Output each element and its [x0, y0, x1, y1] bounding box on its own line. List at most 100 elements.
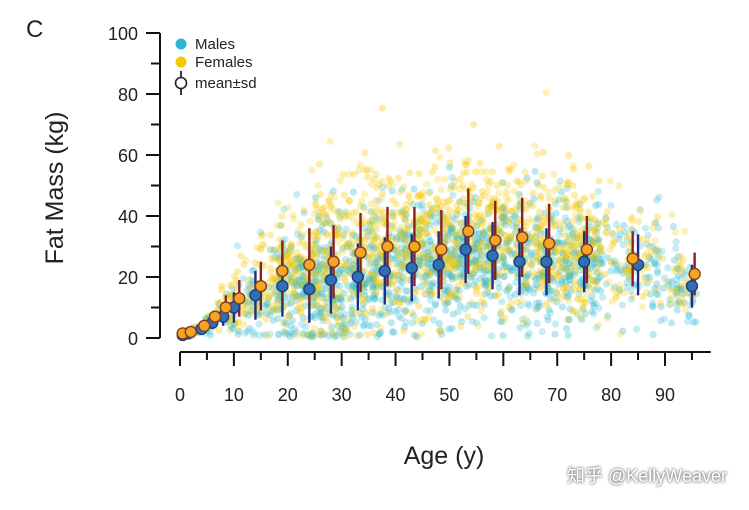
scatter-point-males [275, 331, 283, 339]
scatter-point-females [440, 295, 448, 303]
scatter-point-females [266, 231, 275, 239]
scatter-point-females [654, 250, 662, 258]
scatter-point-females [571, 254, 579, 262]
scatter-point-males [415, 254, 424, 262]
legend-label-0: Males [195, 36, 235, 53]
scatter-point-females [450, 258, 458, 266]
scatter-point-females [404, 225, 412, 234]
scatter-point-females [477, 307, 485, 315]
scatter-point-males [569, 231, 577, 239]
scatter-point-females [268, 254, 276, 262]
scatter-point-females [291, 284, 299, 292]
scatter-point-females [598, 219, 606, 227]
scatter-point-females [536, 244, 545, 252]
scatter-point-females [315, 209, 323, 217]
scatter-point-males [282, 320, 290, 328]
scatter-point-males [480, 231, 488, 239]
scatter-point-males [318, 293, 326, 301]
scatter-point-males [424, 253, 432, 261]
scatter-point-females [533, 150, 541, 158]
scatter-point-females [479, 291, 487, 299]
scatter-point-females [390, 213, 398, 221]
scatter-point-females [512, 244, 520, 252]
scatter-point-females [345, 212, 353, 220]
scatter-point-males [307, 333, 315, 341]
scatter-point-females [371, 234, 379, 242]
scatter-point-females [550, 222, 559, 230]
scatter-point-females [268, 306, 276, 314]
scatter-point-females [676, 262, 684, 270]
scatter-point-females [386, 176, 394, 185]
scatter-point-females [522, 201, 531, 209]
scatter-point-females [569, 261, 577, 269]
scatter-point-females [647, 249, 656, 257]
scatter-point-males [539, 268, 547, 276]
scatter-point-males [534, 214, 542, 222]
scatter-point-males [372, 233, 380, 241]
scatter-point-females [289, 211, 297, 219]
scatter-point-males [291, 290, 299, 298]
scatter-point-males [275, 330, 283, 338]
scatter-point-females [568, 307, 577, 315]
scatter-point-males [451, 247, 459, 255]
scatter-point-females [395, 298, 403, 306]
scatter-point-females [246, 306, 254, 314]
scatter-point-females [312, 229, 320, 237]
scatter-point-females [601, 220, 609, 228]
scatter-point-males [346, 330, 354, 339]
scatter-point-males [563, 184, 571, 192]
scatter-point-females [393, 235, 401, 243]
scatter-point-females [447, 289, 455, 298]
scatter-point-females [288, 263, 297, 271]
scatter-point-males [409, 200, 417, 209]
scatter-point-males [619, 269, 627, 277]
scatter-point-males [288, 316, 296, 325]
scatter-point-females [595, 236, 603, 244]
scatter-point-males [317, 309, 325, 317]
scatter-point-females [369, 211, 377, 220]
scatter-point-females [336, 303, 344, 311]
scatter-point-males [652, 290, 660, 298]
scatter-point-males [358, 313, 366, 321]
scatter-point-females [327, 204, 335, 212]
scatter-point-females [573, 231, 581, 239]
scatter-point-females [623, 233, 631, 241]
scatter-point-males [452, 245, 460, 253]
scatter-point-females [537, 222, 546, 230]
scatter-point-females [419, 276, 427, 285]
scatter-point-females [519, 282, 527, 291]
scatter-point-males [500, 272, 508, 280]
scatter-point-males [546, 309, 555, 317]
scatter-point-males [558, 239, 566, 247]
scatter-point-males [332, 304, 340, 313]
scatter-point-females [384, 182, 392, 190]
scatter-point-males [588, 262, 596, 270]
scatter-point-males [287, 274, 295, 282]
scatter-point-males [673, 288, 681, 297]
scatter-point-males [373, 320, 381, 328]
scatter-point-males [296, 260, 305, 268]
scatter-point-females [522, 222, 530, 230]
scatter-point-females [534, 256, 543, 264]
scatter-point-females [284, 204, 292, 212]
scatter-point-females [459, 181, 467, 190]
scatter-point-males [573, 310, 582, 319]
scatter-point-males [349, 281, 357, 289]
scatter-point-females [666, 285, 674, 294]
scatter-point-females [343, 259, 351, 267]
scatter-point-females [257, 244, 265, 252]
scatter-point-males [271, 290, 279, 298]
scatter-point-females [556, 272, 564, 281]
scatter-point-males [285, 261, 293, 269]
scatter-point-males [426, 263, 434, 271]
scatter-point-males [379, 311, 387, 319]
scatter-point-females [605, 278, 613, 286]
scatter-point-males [525, 329, 533, 337]
scatter-point-females [451, 261, 459, 269]
scatter-point-females [614, 260, 622, 268]
scatter-point-females [608, 229, 616, 237]
scatter-point-males [602, 214, 610, 222]
scatter-point-males [445, 287, 453, 295]
scatter-point-males [557, 188, 566, 196]
scatter-point-females [569, 165, 578, 173]
